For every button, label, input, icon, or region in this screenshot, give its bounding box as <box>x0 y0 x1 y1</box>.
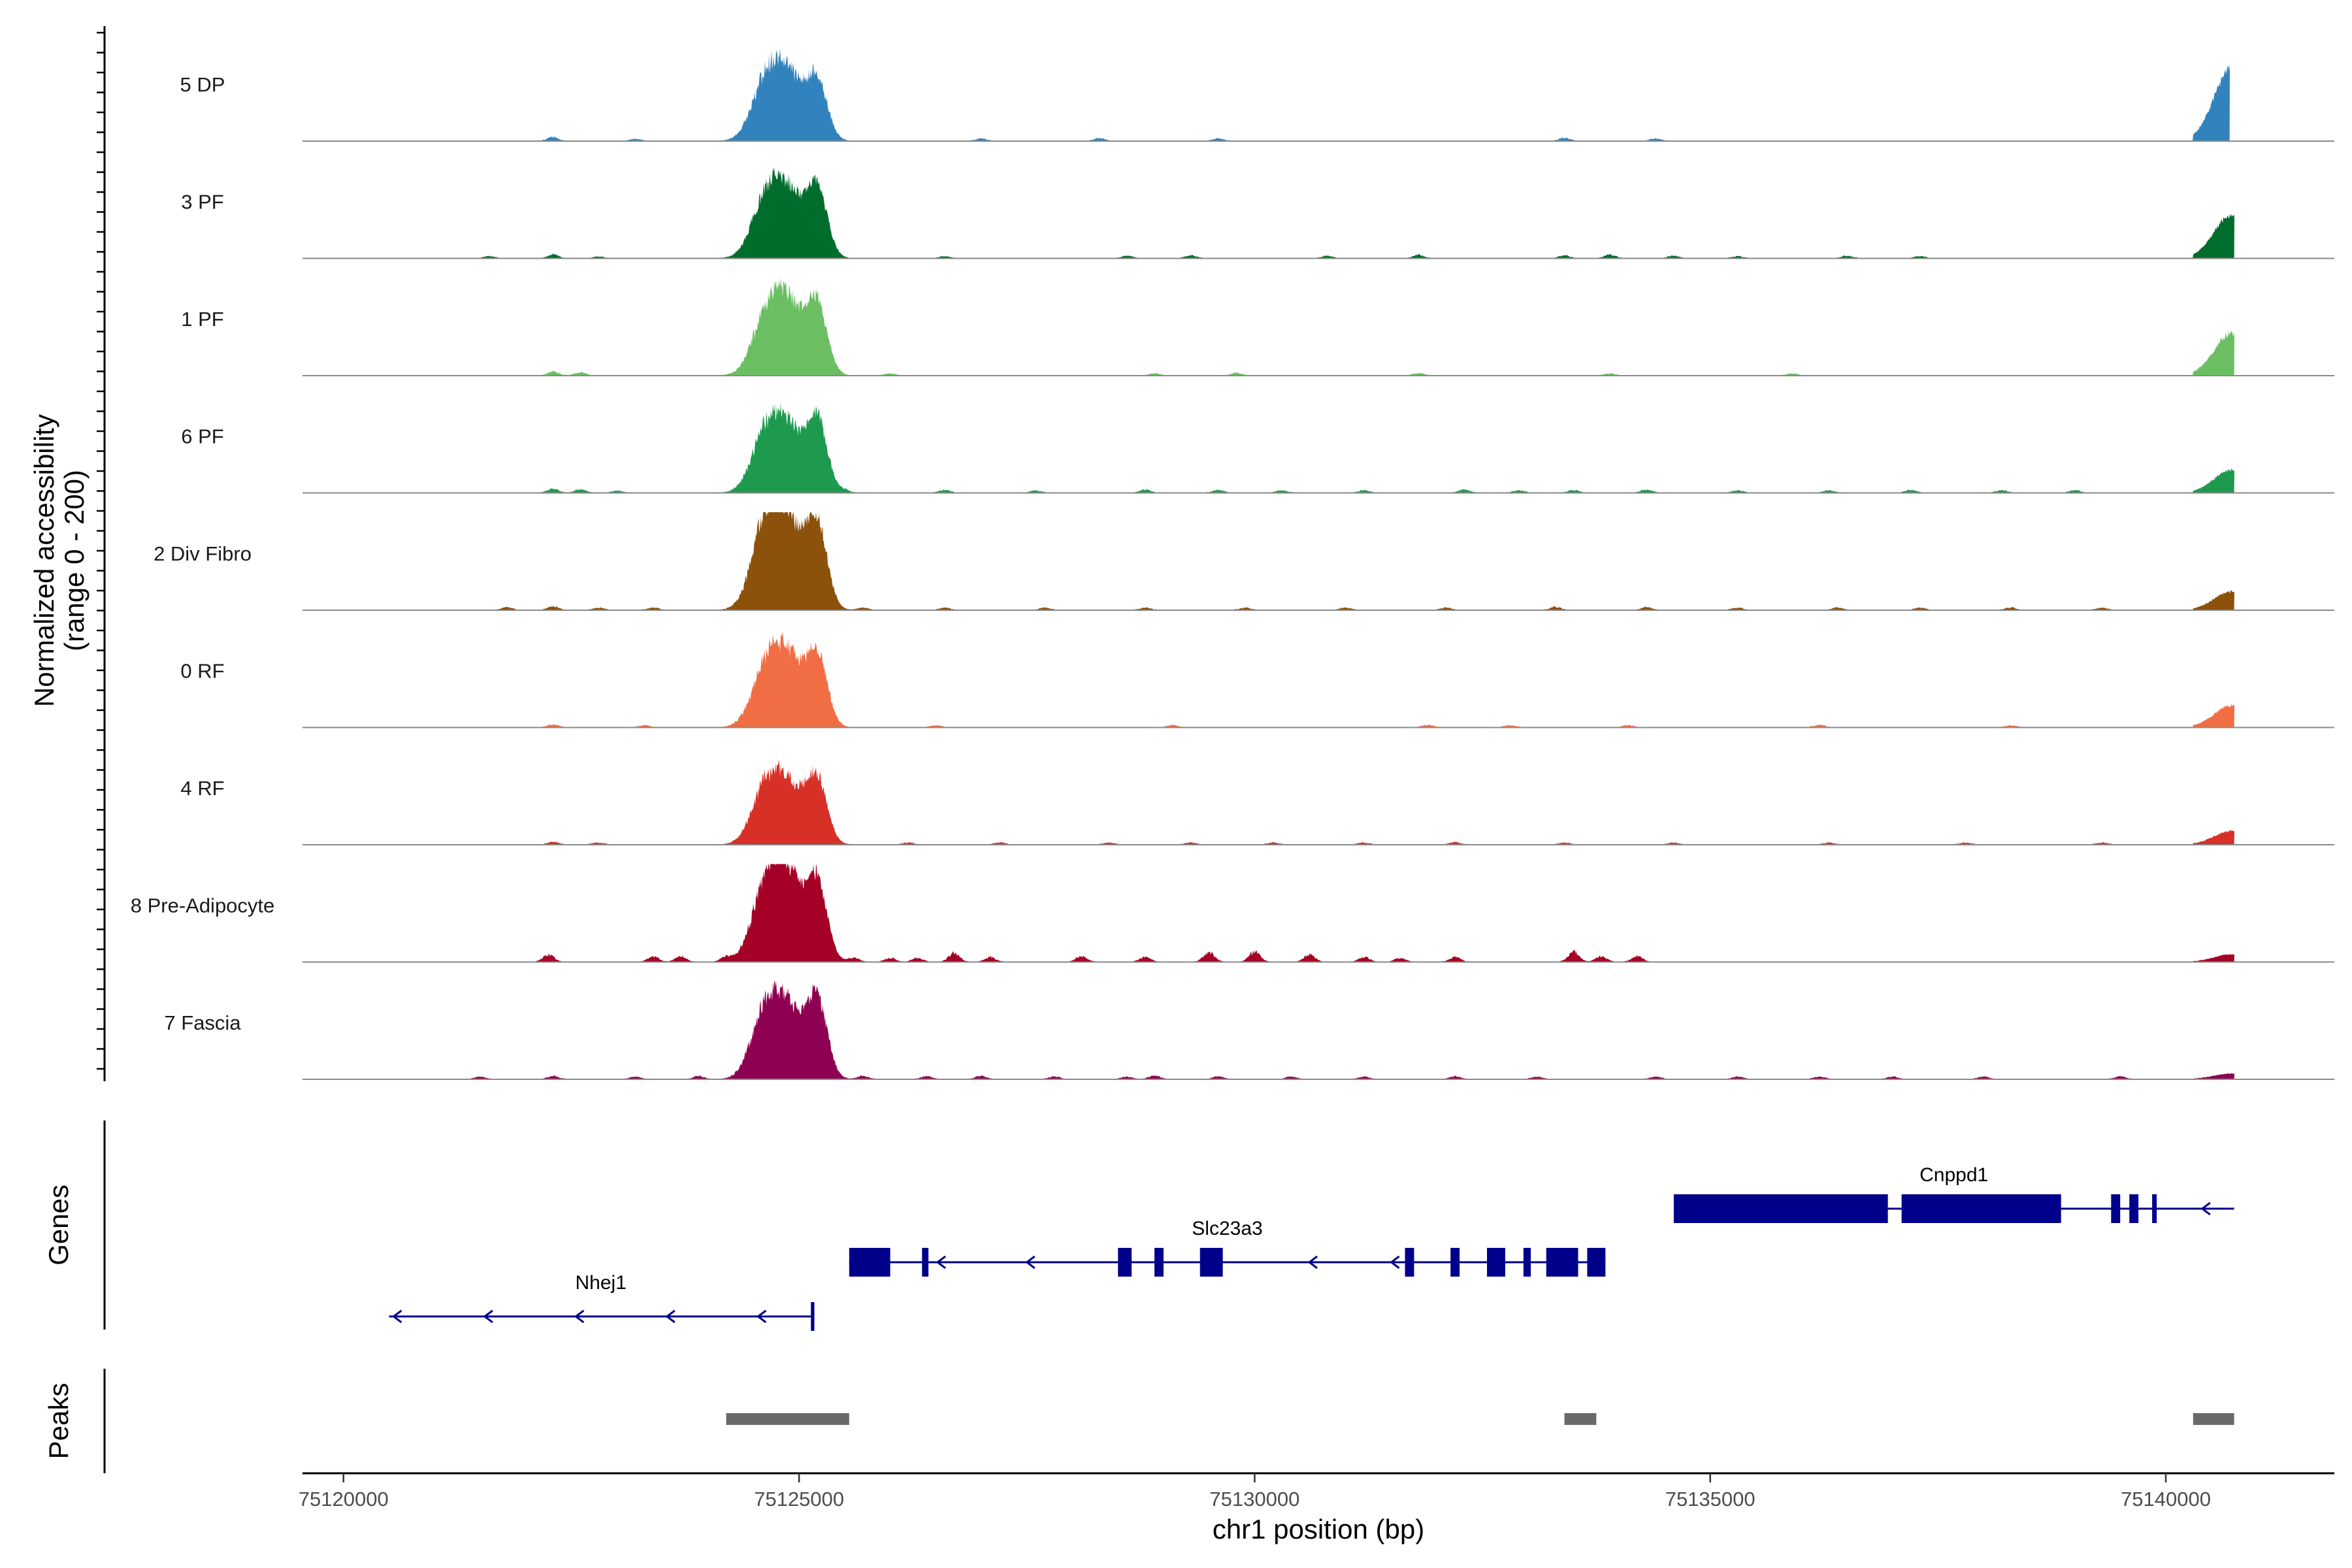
track-4-rf: 4 RF <box>180 759 2334 845</box>
strand-arrow <box>483 1309 493 1324</box>
gene-exon <box>1450 1248 1460 1277</box>
strand-arrow <box>1390 1255 1400 1269</box>
gene-cnppd1: Cnppd1 <box>1673 1164 2234 1223</box>
x-tick-label: 75120000 <box>299 1488 389 1511</box>
track-label: 3 PF <box>181 191 223 214</box>
strand-arrow <box>665 1309 676 1324</box>
x-axis-label: chr1 position (bp) <box>1213 1514 1425 1544</box>
track-area <box>302 402 2234 493</box>
gene-name-label: Nhej1 <box>576 1272 627 1294</box>
y-axis-label-line2: (range 0 - 200) <box>59 470 90 651</box>
track-2-div-fibro: 2 Div Fibro <box>154 512 2334 611</box>
strand-arrow <box>574 1309 585 1324</box>
strand-arrow <box>1307 1255 1318 1269</box>
gene-nhej1: Nhej1 <box>389 1272 815 1331</box>
coverage-y-ticks <box>97 31 105 1070</box>
gene-slc23a3: Slc23a3 <box>849 1218 1606 1277</box>
peaks-track <box>726 1413 2234 1425</box>
strand-arrow <box>1025 1255 1036 1269</box>
gene-name-label: Cnppd1 <box>1919 1164 1988 1186</box>
track-3-pf: 3 PF <box>181 167 2334 259</box>
strand-arrow <box>936 1255 946 1269</box>
peaks-axis-label: Peaks <box>43 1383 74 1460</box>
track-area <box>302 278 2234 376</box>
gene-exon <box>1405 1248 1414 1277</box>
track-label: 8 Pre-Adipocyte <box>131 894 275 917</box>
x-tick-label: 75140000 <box>2121 1488 2211 1511</box>
peak-bar <box>1564 1413 1597 1425</box>
track-area <box>302 759 2234 845</box>
track-area <box>302 631 2234 728</box>
track-label: 7 Fascia <box>164 1011 241 1034</box>
strand-arrow <box>2200 1201 2211 1216</box>
track-label: 6 PF <box>181 425 223 448</box>
strand-arrow <box>756 1309 767 1324</box>
track-0-rf: 0 RF <box>180 631 2334 728</box>
peak-bar <box>2193 1413 2234 1425</box>
track-area <box>302 167 2234 259</box>
gene-exon <box>1118 1248 1132 1277</box>
gene-name-label: Slc23a3 <box>1192 1218 1262 1239</box>
gene-exon <box>1901 1194 2061 1223</box>
gene-exon <box>2129 1194 2139 1223</box>
gene-exon <box>922 1248 929 1277</box>
coverage-tracks: 5 DP 3 PF 1 PF 6 PF 2 Div Fibro 0 RF 4 RF 8 Pre… <box>131 48 2334 1080</box>
gene-exon <box>2152 1194 2157 1223</box>
track-area <box>302 864 2234 962</box>
peak-bar <box>726 1413 849 1425</box>
strand-arrow <box>1116 1255 1127 1269</box>
gene-annotation-track: Nhej1 Slc23a3 Cnppd1 <box>389 1164 2234 1331</box>
track-area <box>302 512 2234 610</box>
track-label: 5 DP <box>180 73 225 96</box>
gene-exon <box>2111 1194 2121 1223</box>
strand-arrow <box>391 1309 402 1324</box>
track-label: 4 RF <box>180 777 224 800</box>
y-axis-label-line1: Normalized accessibility <box>29 414 59 707</box>
gene-exon <box>849 1248 890 1277</box>
track-8-pre-adipocyte: 8 Pre-Adipocyte <box>131 864 2334 963</box>
track-7-fascia: 7 Fascia <box>164 981 2334 1080</box>
track-area <box>302 981 2234 1079</box>
track-label: 0 RF <box>180 660 224 683</box>
track-5-dp: 5 DP <box>180 48 2334 142</box>
gene-exon <box>1546 1248 1578 1277</box>
track-label: 1 PF <box>181 308 223 331</box>
gene-exon <box>1673 1194 1888 1223</box>
x-tick-label: 75125000 <box>754 1488 844 1511</box>
gene-exon <box>1487 1248 1505 1277</box>
track-1-pf: 1 PF <box>181 278 2334 376</box>
gene-exon <box>1154 1248 1164 1277</box>
strand-arrow <box>1554 1255 1564 1269</box>
gene-exon <box>1200 1248 1223 1277</box>
gene-exon <box>1523 1248 1531 1277</box>
track-6-pf: 6 PF <box>181 402 2334 494</box>
track-area <box>302 48 2230 141</box>
genes-axis-label: Genes <box>43 1184 74 1266</box>
x-tick-label: 75135000 <box>1665 1488 1756 1511</box>
gene-exon <box>1587 1248 1606 1277</box>
x-tick-label: 75130000 <box>1209 1488 1299 1511</box>
track-label: 2 Div Fibro <box>154 542 252 565</box>
x-axis-ticks: 75120000 75125000 75130000 75135000 75140000 <box>299 1473 2211 1511</box>
